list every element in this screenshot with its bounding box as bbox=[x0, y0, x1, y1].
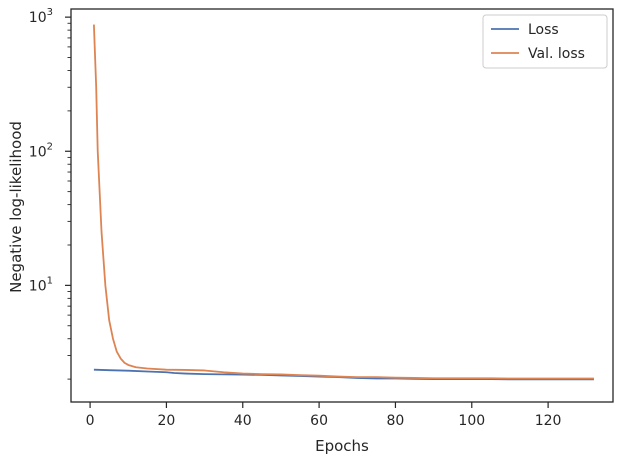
x-tick-label: 40 bbox=[234, 413, 252, 429]
y-tick-exponent: 2 bbox=[47, 141, 53, 152]
series-lines bbox=[93, 24, 594, 381]
x-axis-ticks: 0 20 40 60 80 100 120 bbox=[86, 402, 562, 429]
y-tick-base: 10 bbox=[29, 10, 47, 26]
x-tick-label: 0 bbox=[86, 413, 95, 429]
legend-label: Loss bbox=[528, 22, 559, 38]
legend: Loss Val. loss bbox=[482, 14, 608, 69]
x-tick-label: 20 bbox=[158, 413, 176, 429]
plot-frame bbox=[70, 8, 614, 403]
x-axis-label: Epochs bbox=[315, 437, 369, 455]
y-tick-exponent: 3 bbox=[47, 7, 53, 18]
x-tick-label: 80 bbox=[387, 413, 405, 429]
x-tick-label: 60 bbox=[310, 413, 328, 429]
y-tick-label: 103 bbox=[29, 7, 53, 26]
y-tick-label: 102 bbox=[29, 141, 53, 160]
y-axis-label: Negative log-likelihood bbox=[7, 121, 25, 293]
x-tick-label: 100 bbox=[458, 413, 485, 429]
y-tick-base: 10 bbox=[29, 144, 47, 160]
series-line-val-loss bbox=[93, 24, 594, 380]
y-tick-label: 101 bbox=[29, 275, 53, 294]
plot-background bbox=[71, 9, 613, 402]
y-tick-exponent: 1 bbox=[47, 275, 53, 286]
legend-label: Val. loss bbox=[528, 46, 585, 62]
x-tick-label: 120 bbox=[535, 413, 562, 429]
y-tick-base: 10 bbox=[29, 278, 47, 294]
